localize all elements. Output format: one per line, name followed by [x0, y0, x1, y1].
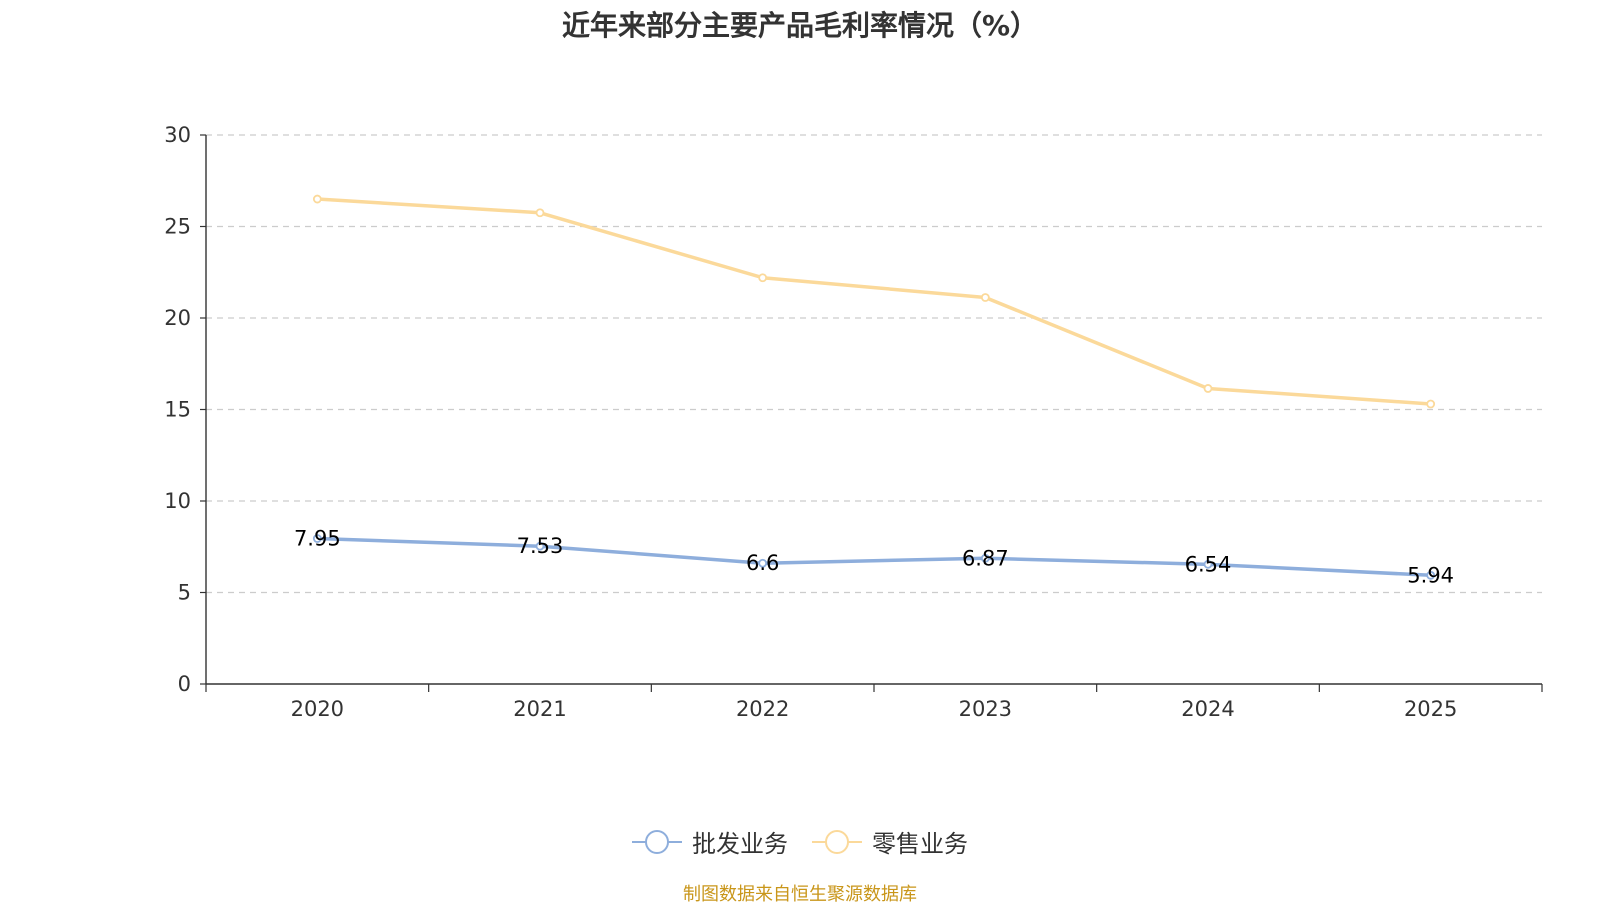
- legend: 批发业务 零售业务: [0, 824, 1600, 859]
- x-tick-label-2021: 2021: [513, 697, 566, 721]
- legend-label-wholesale: 批发业务: [692, 830, 788, 858]
- x-tick-label-2025: 2025: [1404, 697, 1457, 721]
- legend-label-retail: 零售业务: [872, 830, 968, 858]
- chart-title: 近年来部分主要产品毛利率情况（%）: [561, 9, 1039, 42]
- y-tick-label-10: 10: [164, 489, 191, 513]
- legend-symbol-wholesale: [632, 829, 682, 854]
- y-tick-label-15: 15: [164, 398, 191, 422]
- series-line-1: [317, 197, 1431, 406]
- x-tick-label-2023: 2023: [959, 697, 1012, 721]
- data-label-0-2024: 6.54: [1185, 552, 1232, 576]
- x-tick-label-2020: 2020: [291, 697, 344, 721]
- x-tick-label-2024: 2024: [1181, 697, 1234, 721]
- data-label-0-2023: 6.87: [962, 546, 1009, 570]
- data-point-1-2024[interactable]: [1203, 384, 1213, 393]
- data-point-1-2025[interactable]: [1426, 399, 1436, 409]
- y-tick-label-20: 20: [164, 306, 191, 330]
- legend-symbol-retail: [812, 829, 862, 854]
- data-point-1-2022[interactable]: [758, 273, 768, 283]
- data-label-0-2025: 5.94: [1407, 563, 1454, 587]
- y-tick-label-25: 25: [164, 215, 191, 239]
- data-point-0-2020[interactable]: [312, 534, 322, 543]
- y-tick-label-30: 30: [164, 123, 191, 147]
- y-tick-label-5: 5: [178, 581, 191, 605]
- data-label-0-2022: 6.6: [746, 551, 779, 575]
- data-point-0-2025[interactable]: [1426, 570, 1436, 580]
- series-line-0: [317, 536, 1431, 578]
- legend-item-retail[interactable]: 零售业务: [812, 824, 968, 859]
- y-tick-label-0: 0: [178, 672, 191, 696]
- data-point-0-2024[interactable]: [1203, 559, 1213, 569]
- data-point-0-2022[interactable]: [758, 558, 768, 568]
- data-point-1-2021[interactable]: [535, 208, 545, 218]
- source-note: 制图数据来自恒生聚源数据库: [683, 884, 917, 905]
- data-point-0-2021[interactable]: [535, 541, 545, 551]
- data-point-0-2023[interactable]: [980, 553, 990, 563]
- data-point-1-2020[interactable]: [312, 194, 322, 204]
- legend-item-wholesale[interactable]: 批发业务: [632, 824, 788, 859]
- x-tick-label-2022: 2022: [736, 697, 789, 721]
- data-point-1-2023[interactable]: [980, 293, 990, 302]
- data-label-0-2021: 7.53: [517, 534, 564, 558]
- data-label-0-2020: 7.95: [294, 527, 341, 551]
